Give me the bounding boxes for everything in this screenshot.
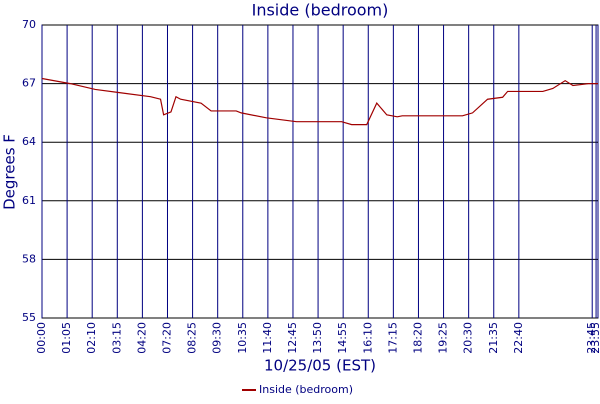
x-tick-label: 09:30 bbox=[211, 322, 224, 354]
x-tick-label: 07:20 bbox=[160, 322, 173, 354]
y-axis-label: Degrees F bbox=[1, 134, 19, 210]
data-line bbox=[41, 77, 598, 126]
x-tick-label: 21:35 bbox=[487, 322, 500, 354]
x-tick-label: 22:40 bbox=[512, 322, 525, 354]
y-tick-label: 61 bbox=[22, 194, 36, 207]
x-axis-label: 10/25/05 (EST) bbox=[264, 357, 376, 375]
x-tick-label: 17:15 bbox=[386, 322, 399, 354]
x-tick-label: 23:55 bbox=[589, 322, 600, 354]
x-tick-label: 00:00 bbox=[35, 322, 48, 354]
x-tick-label: 04:20 bbox=[135, 322, 148, 354]
x-tick-label: 02:10 bbox=[85, 322, 98, 354]
x-tick-label: 16:10 bbox=[361, 322, 374, 354]
y-tick-label: 58 bbox=[22, 252, 36, 265]
x-tick-label: 12:45 bbox=[286, 322, 299, 354]
chart-title: Inside (bedroom) bbox=[252, 1, 389, 20]
legend-label: Inside (bedroom) bbox=[259, 383, 353, 396]
x-tick-label: 18:20 bbox=[411, 322, 424, 354]
y-tick-label: 70 bbox=[22, 18, 36, 31]
plot-area bbox=[41, 24, 599, 319]
x-tick-label: 13:50 bbox=[311, 322, 324, 354]
x-tick-label: 23:45 bbox=[585, 322, 598, 354]
x-tick-label: 03:15 bbox=[110, 322, 123, 354]
x-tick-label: 14:55 bbox=[336, 322, 349, 354]
y-tick-label: 64 bbox=[22, 135, 36, 148]
x-tick-label: 08:25 bbox=[186, 322, 199, 354]
x-tick-label: 20:30 bbox=[462, 322, 475, 354]
x-tick-label: 11:40 bbox=[261, 322, 274, 354]
x-tick-label: 10:35 bbox=[236, 322, 249, 354]
y-tick-label: 55 bbox=[22, 311, 36, 324]
y-tick-label: 67 bbox=[22, 77, 36, 90]
x-tick-label: 01:05 bbox=[60, 322, 73, 354]
x-tick-label: 19:25 bbox=[437, 322, 450, 354]
